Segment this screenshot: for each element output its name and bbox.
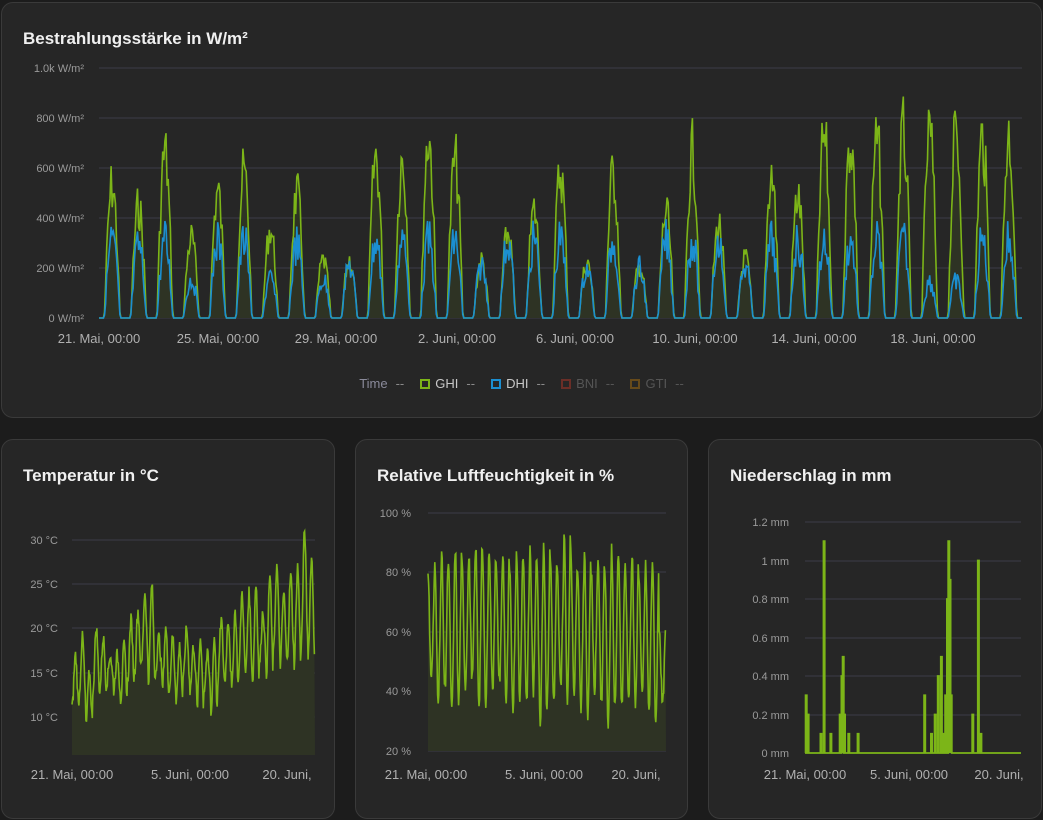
legend-swatch — [491, 378, 502, 389]
x-tick-label: 21. Mai, 00:00 — [385, 767, 467, 782]
humidity-card: Relative Luftfeuchtigkeit in % 20 % 40 % 6… — [355, 439, 688, 819]
y-tick-label: 200 W/m² — [36, 263, 84, 275]
humidity-chart-title: Relative Luftfeuchtigkeit in % — [377, 466, 615, 485]
legend-swatch — [561, 378, 572, 389]
y-tick-label: 400 W/m² — [36, 213, 84, 225]
legend-swatch — [420, 378, 431, 389]
y-tick-label: 25 °C — [30, 579, 58, 591]
x-tick-label: 21. Mai, 00:00 — [764, 767, 846, 782]
x-tick-label: 5. Juni, 00:00 — [151, 767, 229, 782]
x-tick-label: 20. Juni, — [262, 767, 311, 782]
y-tick-label: 1.0k W/m² — [34, 63, 84, 75]
legend-label: GHI — [435, 376, 459, 391]
y-tick-label: 10 °C — [30, 712, 58, 724]
y-tick-label: 80 % — [386, 567, 411, 579]
legend-item-gti[interactable]: GTI -- — [630, 376, 684, 391]
y-tick-label: 600 W/m² — [36, 163, 84, 175]
irradiance-legend: Time -- GHI -- DHI -- BNI -- GTI -- — [2, 376, 1041, 391]
humidity-line — [427, 534, 667, 729]
legend-label: Time — [359, 376, 388, 391]
legend-label: BNI — [576, 376, 598, 391]
y-tick-label: 100 % — [380, 508, 411, 520]
x-tick-label: 21. Mai, 00:00 — [58, 331, 140, 346]
temperature-card: Temperatur in °C 10 °C 15 °C 20 °C 25 °C 30 … — [1, 439, 335, 819]
x-tick-label: 5. Juni, 00:00 — [870, 767, 948, 782]
y-tick-label: 0 mm — [762, 748, 790, 760]
legend-item-ghi[interactable]: GHI -- — [420, 376, 475, 391]
y-tick-label: 0.6 mm — [752, 633, 789, 645]
y-tick-label: 0.4 mm — [752, 671, 789, 683]
y-tick-label: 0.8 mm — [752, 594, 789, 606]
legend-swatch — [630, 378, 641, 389]
precipitation-card: Niederschlag in mm 0 mm 0.2 mm 0.4 mm 0.6 m… — [708, 439, 1042, 819]
temperature-chart[interactable]: 10 °C 15 °C 20 °C 25 °C 30 °C 21. Mai, 00:00 5… — [2, 440, 336, 820]
y-tick-label: 1.2 mm — [752, 517, 789, 529]
x-tick-label: 25. Mai, 00:00 — [177, 331, 259, 346]
legend-value: -- — [605, 376, 615, 391]
x-tick-label: 6. Juni, 00:00 — [536, 331, 614, 346]
ghi-area — [99, 96, 1022, 318]
x-tick-label: 20. Juni, — [974, 767, 1023, 782]
y-tick-label: 20 % — [386, 746, 411, 758]
x-tick-label: 29. Mai, 00:00 — [295, 331, 377, 346]
x-tick-label: 2. Juni, 00:00 — [418, 331, 496, 346]
temperature-chart-title: Temperatur in °C — [23, 466, 159, 485]
irradiance-chart-title: Bestrahlungsstärke in W/m² — [23, 29, 248, 48]
temperature-area — [72, 531, 315, 755]
x-tick-label: 18. Juni, 00:00 — [890, 331, 975, 346]
legend-item-dhi[interactable]: DHI -- — [491, 376, 545, 391]
precipitation-chart-title: Niederschlag in mm — [730, 466, 892, 485]
irradiance-chart[interactable]: 0 W/m² 200 W/m² 400 W/m² 600 W/m² 800 W/m² 1.… — [2, 3, 1043, 363]
y-tick-label: 0.2 mm — [752, 710, 789, 722]
y-tick-label: 40 % — [386, 686, 411, 698]
precipitation-chart[interactable]: 0 mm 0.2 mm 0.4 mm 0.6 mm 0.8 mm 1 mm 1.2 mm 21… — [709, 440, 1043, 820]
x-tick-label: 14. Juni, 00:00 — [771, 331, 856, 346]
legend-value: -- — [675, 376, 684, 391]
y-tick-label: 20 °C — [30, 623, 58, 635]
precipitation-line — [804, 540, 1021, 754]
y-tick-label: 15 °C — [30, 668, 58, 680]
temperature-line — [71, 528, 316, 722]
y-tick-label: 800 W/m² — [36, 113, 84, 125]
legend-value: -- — [395, 376, 405, 391]
y-tick-label: 1 mm — [762, 556, 790, 568]
x-tick-label: 20. Juni, — [611, 767, 660, 782]
x-tick-label: 21. Mai, 00:00 — [31, 767, 113, 782]
legend-value: -- — [536, 376, 546, 391]
x-tick-label: 10. Juni, 00:00 — [652, 331, 737, 346]
legend-item-time[interactable]: Time -- — [359, 376, 404, 391]
x-tick-label: 5. Juni, 00:00 — [505, 767, 583, 782]
legend-item-bni[interactable]: BNI -- — [561, 376, 614, 391]
y-tick-label: 0 W/m² — [49, 313, 85, 325]
humidity-chart[interactable]: 20 % 40 % 60 % 80 % 100 % 21. Mai, 00:00 5. Ju… — [356, 440, 689, 820]
y-tick-label: 60 % — [386, 627, 411, 639]
legend-value: -- — [466, 376, 476, 391]
legend-label: GTI — [645, 376, 668, 391]
legend-label: DHI — [506, 376, 529, 391]
irradiance-card: Bestrahlungsstärke in W/m² 0 W/m² 200 W/m… — [1, 2, 1042, 418]
dhi-line — [99, 218, 1022, 319]
y-tick-label: 30 °C — [30, 535, 58, 547]
